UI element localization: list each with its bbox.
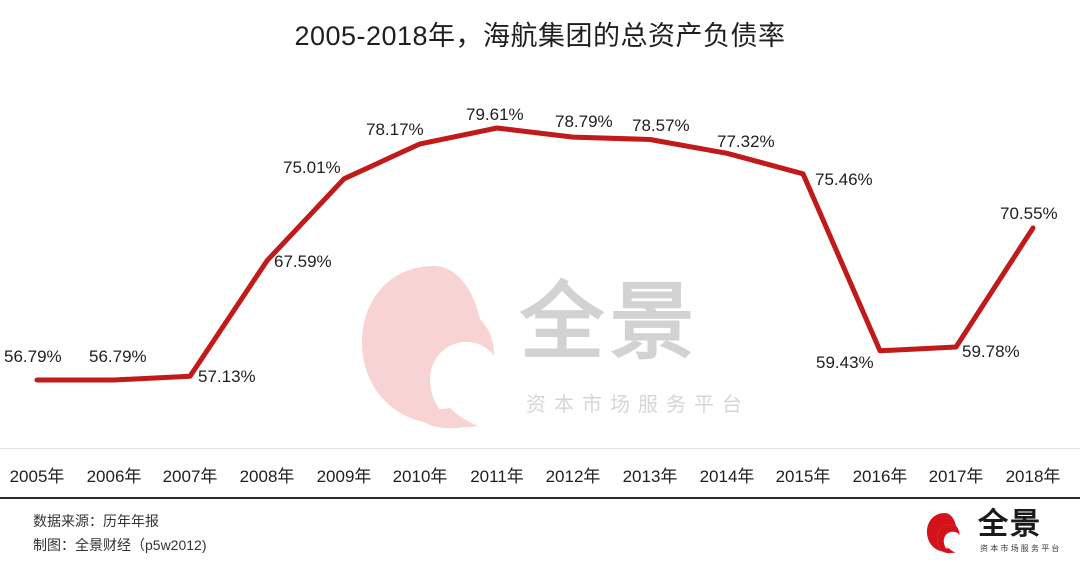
data-label: 75.01% <box>283 158 341 177</box>
footer: 数据来源：历年年报 制图：全景财经（p5w2012) 全景 资本市场服务平台 <box>0 499 1080 565</box>
data-label: 67.59% <box>274 252 332 271</box>
x-axis-tick-label: 2015年 <box>775 467 831 486</box>
x-axis-tick-label: 2007年 <box>162 467 218 486</box>
data-label: 77.32% <box>717 132 775 151</box>
data-label: 59.43% <box>816 353 874 372</box>
x-axis-tick-label: 2008年 <box>239 467 295 486</box>
chart-plot-area: 全景 资本市场服务平台 56.79% 56.79% 57.13% 67.59% … <box>0 70 1080 450</box>
data-label: 59.78% <box>962 342 1020 361</box>
line-series-svg <box>34 125 1036 383</box>
data-label: 78.17% <box>366 120 424 139</box>
x-axis-tick-label: 2009年 <box>316 467 372 486</box>
x-axis-tick-label: 2011年 <box>470 467 524 486</box>
footer-credit-text: 制图：全景财经（p5w2012) <box>33 537 207 553</box>
data-label: 57.13% <box>198 367 256 386</box>
x-axis-rule <box>0 448 1080 449</box>
x-axis-tick-label: 2013年 <box>622 467 678 486</box>
x-axis-labels: 2005年 2006年 2007年 2008年 2009年 2010年 2011… <box>0 462 1080 488</box>
data-label: 70.55% <box>1000 204 1058 223</box>
brand-logo: 全景 资本市场服务平台 <box>918 510 1066 556</box>
brand-logo-tagline: 资本市场服务平台 <box>980 544 1062 553</box>
x-axis-tick-label: 2017年 <box>928 467 984 486</box>
series-line-total-debt-ratio <box>34 125 1036 383</box>
brand-logo-wordmark: 全景 <box>978 508 1042 541</box>
data-label: 56.79% <box>4 347 62 366</box>
x-axis-tick-label: 2010年 <box>392 467 448 486</box>
data-label: 79.61% <box>466 105 524 124</box>
x-axis-tick-label: 2014年 <box>699 467 755 486</box>
x-axis-tick-label: 2016年 <box>852 467 908 486</box>
footer-source-text: 数据来源：历年年报 <box>33 513 159 529</box>
quanjing-swirl-logo-icon <box>926 512 960 554</box>
data-label: 78.79% <box>555 112 613 131</box>
x-axis-tick-label: 2006年 <box>86 467 142 486</box>
data-label: 78.57% <box>632 116 690 135</box>
data-label: 75.46% <box>815 170 873 189</box>
page-title: 2005-2018年，海航集团的总资产负债率 <box>294 21 786 51</box>
x-axis-tick-label: 2012年 <box>545 467 601 486</box>
x-axis-tick-label: 2018年 <box>1005 467 1061 486</box>
footer-divider <box>0 497 1080 499</box>
x-axis-tick-label: 2005年 <box>9 467 65 486</box>
data-label: 56.79% <box>89 347 147 366</box>
